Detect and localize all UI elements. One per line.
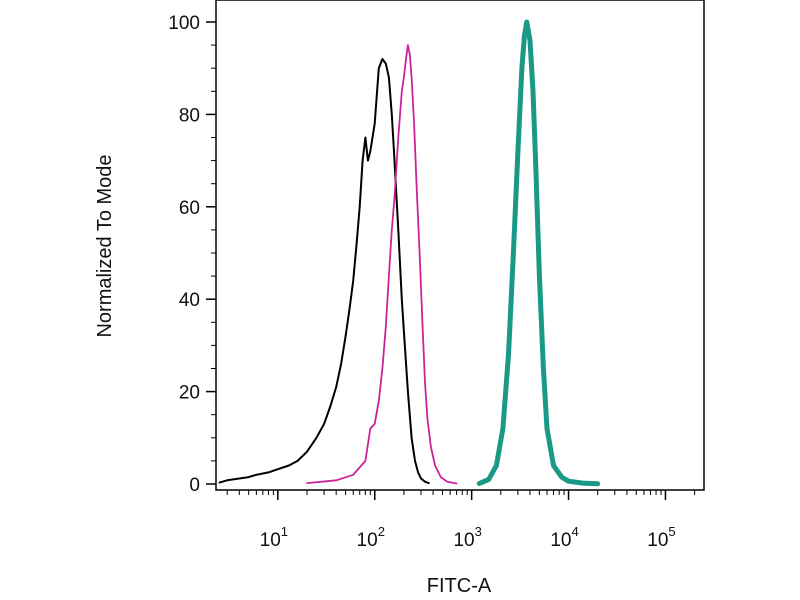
y-axis: 0 20 40 60 80 100 xyxy=(168,13,216,496)
series-layer xyxy=(218,19,601,487)
series-line-2 xyxy=(306,44,458,485)
x-tick-label: 103 xyxy=(453,524,481,551)
x-axis: 101 102 103 104 105 xyxy=(226,490,696,551)
x-tick-label: 104 xyxy=(550,524,578,551)
y-tick-label: 20 xyxy=(179,383,200,404)
y-tick-label: 80 xyxy=(179,105,200,126)
y-tick-label: 60 xyxy=(179,198,200,219)
x-tick-label: 102 xyxy=(357,524,385,551)
series-line-3 xyxy=(476,19,601,487)
y-tick-label: 100 xyxy=(168,13,200,34)
y-tick-label: 0 xyxy=(189,475,200,496)
plot-frame xyxy=(215,0,705,491)
series-line-1 xyxy=(218,58,430,485)
plot-border xyxy=(215,0,705,491)
x-tick-label: 105 xyxy=(647,524,675,551)
x-axis-title: FITC-A xyxy=(427,575,492,597)
y-axis-title: Normalized To Mode xyxy=(94,154,116,337)
x-tick-label: 101 xyxy=(260,524,288,551)
y-tick-label: 40 xyxy=(179,290,200,311)
